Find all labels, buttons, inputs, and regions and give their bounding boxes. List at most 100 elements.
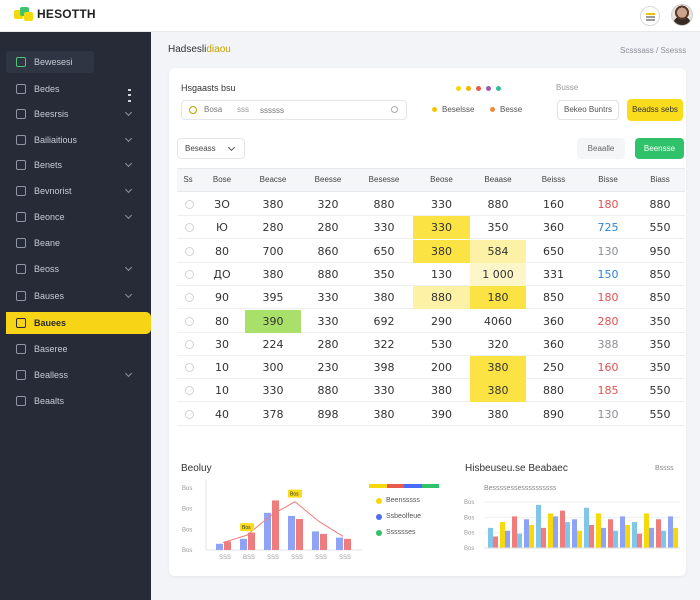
grid-icon	[16, 109, 26, 119]
table-row[interactable]: 10 330 880 330 380 380 880 185 550	[177, 379, 685, 403]
menu-icon[interactable]	[640, 6, 660, 26]
bar	[524, 519, 529, 548]
sidebar-item[interactable]: Beane	[6, 232, 151, 254]
legend-label: Beselsse	[442, 105, 475, 114]
table-cell: 880	[649, 198, 671, 211]
table-row[interactable]: 10 300 230 398 200 380 250 160 350	[177, 356, 685, 380]
bar	[272, 500, 279, 550]
table-cell: 700	[262, 244, 284, 258]
row-checkbox[interactable]	[185, 269, 194, 279]
bar	[608, 519, 613, 548]
row-checkbox[interactable]	[185, 409, 194, 419]
sidebar-item[interactable]: Beonce	[6, 206, 151, 228]
sidebar-item[interactable]: Beesrsis	[6, 103, 151, 125]
table-cell: 331	[543, 267, 564, 281]
legend-swatch	[421, 484, 439, 488]
column-header[interactable]: Beesse	[314, 175, 342, 184]
sidebar-item[interactable]: Bewesesi	[6, 51, 94, 73]
column-header[interactable]: Beacse	[259, 175, 287, 184]
row-checkbox[interactable]	[185, 363, 194, 373]
sidebar-item[interactable]: Bailiaitious	[6, 129, 151, 151]
table-cell: 650	[543, 244, 564, 258]
table-cell: 130	[597, 407, 619, 421]
table-cell: ДО	[213, 267, 231, 281]
legend-item[interactable]: Besse	[490, 105, 522, 114]
breadcrumb[interactable]: Scsssass / Ssesss	[620, 46, 687, 55]
status-dots	[456, 86, 501, 91]
legend-swatch	[369, 484, 387, 488]
kebab-menu-icon[interactable]	[128, 89, 131, 102]
sidebar-item[interactable]: Bauees	[6, 312, 151, 334]
bar	[548, 513, 553, 548]
sidebar-item[interactable]: Baseree	[6, 338, 151, 360]
search-bar[interactable]: Bosa sss	[181, 100, 407, 120]
table-row[interactable]: 80 390 330 692 290 4060 360 280 350	[177, 309, 685, 333]
column-header[interactable]: Bose	[212, 175, 232, 184]
folder-icon	[16, 212, 26, 222]
legend-item[interactable]: Ssbeolfeue	[376, 513, 421, 520]
column-header[interactable]: Biass	[650, 175, 670, 184]
column-header[interactable]: Ss	[183, 175, 193, 184]
column-header[interactable]: Besesse	[368, 175, 400, 184]
table-row[interactable]: 80 700 860 650 380 584 650 130 950	[177, 239, 685, 263]
row-checkbox[interactable]	[185, 246, 194, 256]
app-logo[interactable]: HESOTTH	[14, 7, 96, 21]
chart-menu[interactable]: Bssss	[655, 465, 674, 472]
primary-button[interactable]: Beadss sebs	[627, 99, 683, 121]
column-header[interactable]: Beaase	[484, 175, 512, 184]
search-option[interactable]: sss	[237, 105, 249, 114]
row-checkbox[interactable]	[185, 386, 194, 396]
sidebar-item-label: Bauses	[34, 291, 65, 301]
bar	[216, 543, 223, 550]
table-cell: 10	[215, 361, 229, 375]
sidebar-item[interactable]: Bauses	[6, 285, 151, 307]
search-input[interactable]	[260, 104, 380, 117]
legend-item[interactable]: Sssssses	[376, 529, 416, 536]
bar	[625, 525, 630, 548]
chevron-down-icon	[124, 263, 133, 272]
status-dot-icon	[476, 86, 481, 91]
column-header[interactable]: Beose	[430, 175, 453, 184]
search-icon[interactable]	[391, 106, 398, 113]
filter-dropdown[interactable]: Beseass	[177, 138, 245, 159]
table-row[interactable]: 90 395 330 380 880 180 850 180 850	[177, 286, 685, 310]
row-checkbox[interactable]	[185, 339, 194, 349]
chevron-down-icon	[124, 211, 133, 220]
sidebar-item[interactable]: Bedes	[6, 78, 151, 100]
table-row[interactable]: Ю 280 280 330 330 350 360 725 550	[177, 216, 685, 240]
chart-icon	[16, 186, 26, 196]
sidebar-item-label: Bedes	[34, 84, 60, 94]
row-checkbox[interactable]	[185, 293, 194, 303]
sidebar-item[interactable]: Benets	[6, 154, 151, 176]
bar	[584, 507, 589, 548]
legend-item[interactable]: Beselsse	[432, 105, 474, 114]
sidebar-item[interactable]: Beoss	[6, 258, 151, 280]
table-row[interactable]: ЗО 380 320 880 330 880 160 180 880	[177, 193, 685, 216]
table-row[interactable]: 40 378 898 380 390 380 890 130 550	[177, 403, 685, 426]
row-checkbox[interactable]	[185, 200, 194, 209]
table-cell: 880	[413, 286, 470, 310]
table-cell: 224	[262, 337, 284, 351]
column-header[interactable]: Beisss	[541, 175, 566, 184]
legend-item[interactable]: Beensssss	[376, 497, 420, 504]
light-button[interactable]: Beaalle	[577, 138, 625, 159]
table-cell: 160	[543, 198, 564, 211]
secondary-button[interactable]: Bekeo Buntrs	[557, 100, 619, 120]
table-cell: 650	[373, 244, 395, 258]
column-header[interactable]: Bisse	[598, 175, 618, 184]
row-checkbox[interactable]	[185, 223, 194, 233]
bar	[488, 527, 493, 548]
leaf-icon	[16, 57, 26, 67]
sidebar-item-label: Beane	[34, 238, 61, 248]
sidebar-item[interactable]: Bevnorist	[6, 180, 151, 202]
bar	[505, 530, 510, 548]
sidebar-item[interactable]: Bealless	[6, 364, 151, 386]
user-avatar[interactable]	[671, 4, 693, 26]
add-button[interactable]: Beensse	[635, 138, 684, 159]
status-dot-icon	[486, 86, 491, 91]
table-row[interactable]: 30 224 280 322 530 320 360 388 350	[177, 333, 685, 356]
y-tick-label: Bos	[182, 486, 192, 492]
table-row[interactable]: ДО 380 880 350 130 1 000 331 150 850	[177, 262, 685, 286]
sidebar-item[interactable]: Beaalts	[6, 390, 151, 412]
row-checkbox[interactable]	[185, 316, 194, 326]
